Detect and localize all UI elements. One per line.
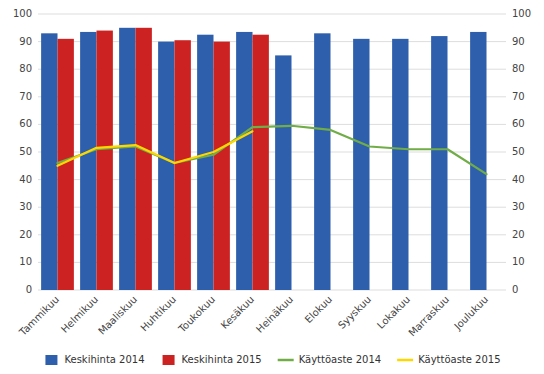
bar bbox=[314, 33, 330, 290]
y-tick-label: 20 bbox=[19, 229, 32, 240]
y2-tick-label: 10 bbox=[512, 256, 525, 267]
x-tick-label: Kesäkuu bbox=[219, 294, 256, 331]
bar bbox=[97, 31, 113, 290]
bar bbox=[158, 42, 174, 290]
x-tick-label: Maaliskuu bbox=[96, 294, 139, 337]
bar bbox=[41, 33, 57, 290]
y-tick-label: 100 bbox=[13, 8, 32, 19]
legend-item: Käyttöaste 2015 bbox=[397, 354, 500, 365]
x-tick-label: Elokuu bbox=[303, 294, 334, 325]
y-tick-label: 50 bbox=[19, 146, 32, 157]
y-tick-label: 70 bbox=[19, 91, 32, 102]
y2-tick-label: 100 bbox=[512, 8, 531, 19]
x-tick-label: Huhtikuu bbox=[138, 294, 178, 334]
bar bbox=[253, 35, 269, 290]
bar bbox=[470, 32, 486, 290]
y2-tick-label: 50 bbox=[512, 146, 525, 157]
y2-tick-label: 30 bbox=[512, 201, 525, 212]
legend-item: Käyttöaste 2014 bbox=[278, 354, 381, 365]
legend-swatch bbox=[163, 355, 175, 365]
legend-label: Keskihinta 2015 bbox=[182, 354, 262, 365]
y2-tick-label: 90 bbox=[512, 36, 525, 47]
y-tick-label: 90 bbox=[19, 36, 32, 47]
bar bbox=[353, 39, 369, 290]
y2-tick-label: 60 bbox=[512, 118, 525, 129]
y-tick-label: 40 bbox=[19, 174, 32, 185]
x-tick-label: Lokakuu bbox=[375, 294, 412, 331]
y2-tick-label: 70 bbox=[512, 91, 525, 102]
legend-item: Keskihinta 2014 bbox=[45, 354, 144, 365]
grid-line bbox=[38, 14, 506, 15]
bar bbox=[175, 40, 191, 290]
legend-label: Käyttöaste 2014 bbox=[299, 354, 381, 365]
bar bbox=[136, 28, 152, 290]
y2-tick-label: 80 bbox=[512, 63, 525, 74]
axes: 0 10 20 30 40 50 60 70 80 90 100 0 10 20 30 40 50 60 70 80 9… bbox=[13, 8, 531, 339]
y2-tick-label: 0 bbox=[512, 284, 518, 295]
y2-tick-label: 20 bbox=[512, 229, 525, 240]
plot-area bbox=[41, 28, 486, 290]
x-tick-label: Tammikuu bbox=[16, 294, 61, 339]
bar-series bbox=[41, 28, 486, 290]
x-tick-label: Marraskuu bbox=[406, 294, 451, 339]
line bbox=[58, 126, 487, 174]
y-tick-label: 30 bbox=[19, 201, 32, 212]
y-tick-label: 80 bbox=[19, 63, 32, 74]
x-tick-label: Heinäkuu bbox=[254, 294, 295, 335]
y-tick-label: 0 bbox=[26, 284, 32, 295]
bar bbox=[236, 32, 252, 290]
bar bbox=[431, 36, 447, 290]
x-tick-label: Toukokuu bbox=[176, 294, 217, 335]
legend-swatch bbox=[397, 359, 413, 362]
line bbox=[58, 131, 253, 166]
y-tick-label: 60 bbox=[19, 118, 32, 129]
bar bbox=[392, 39, 408, 290]
legend: Keskihinta 2014 Keskihinta 2015 Käyttöaste… bbox=[45, 354, 500, 365]
bar bbox=[80, 32, 96, 290]
x-tick-label: Syyskuu bbox=[336, 294, 373, 331]
bar bbox=[119, 28, 135, 290]
grid bbox=[38, 14, 506, 290]
bar bbox=[275, 55, 291, 290]
bar-series bbox=[58, 28, 269, 290]
legend-label: Keskihinta 2014 bbox=[64, 354, 144, 365]
x-tick-label: Joulukuu bbox=[451, 294, 490, 333]
legend-item: Keskihinta 2015 bbox=[163, 354, 262, 365]
legend-label: Käyttöaste 2015 bbox=[418, 354, 500, 365]
x-tick-label: Helmikuu bbox=[59, 294, 100, 335]
legend-swatch bbox=[45, 355, 57, 365]
legend-swatch bbox=[278, 359, 294, 362]
bar bbox=[197, 35, 213, 290]
y-tick-label: 10 bbox=[19, 256, 32, 267]
bar bbox=[214, 42, 230, 290]
chart: 0 10 20 30 40 50 60 70 80 90 100 0 10 20 30 40 50 60 70 80 9… bbox=[0, 0, 544, 374]
y2-tick-label: 40 bbox=[512, 174, 525, 185]
